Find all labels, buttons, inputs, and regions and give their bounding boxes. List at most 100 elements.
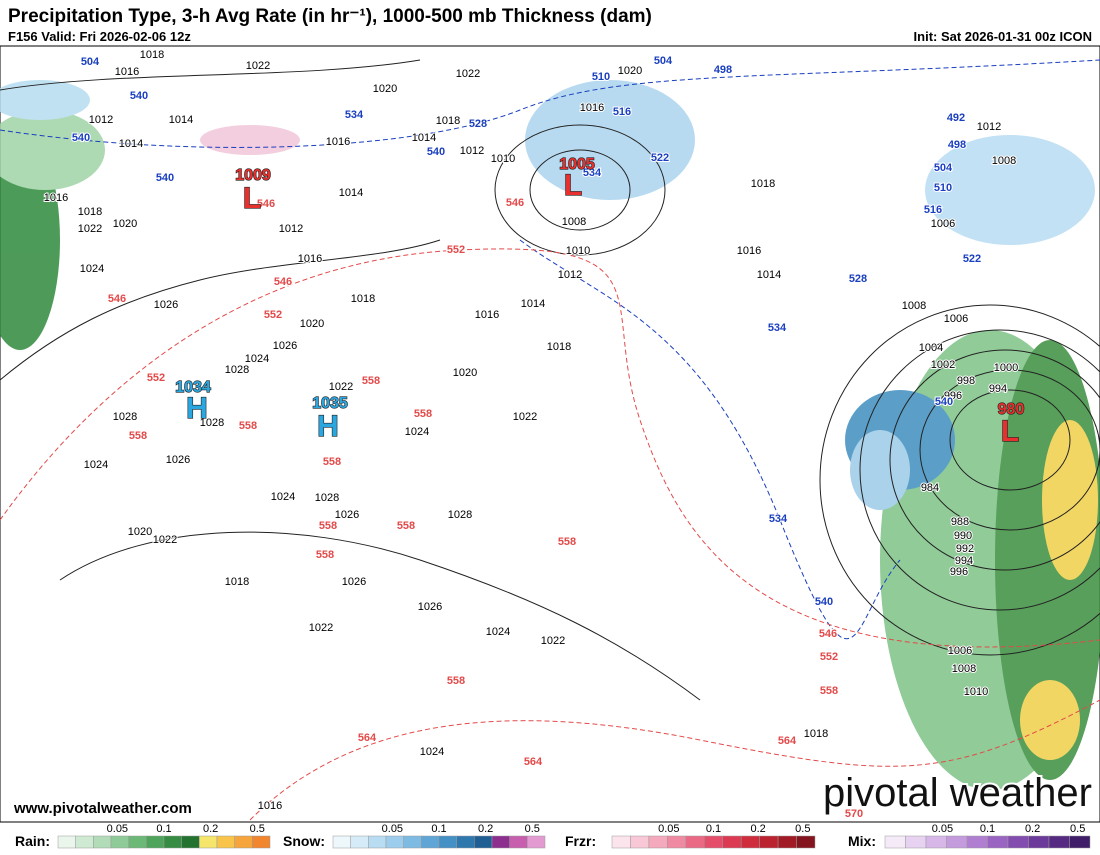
isobar-label: 1028 (113, 411, 137, 423)
isobar-label: 1012 (977, 121, 1001, 133)
thickness-line (249, 699, 1100, 821)
thickness-label: 564 (358, 732, 377, 744)
thickness-label: 504 (654, 55, 673, 67)
valid-time: F156 Valid: Fri 2026-02-06 12z (8, 29, 191, 44)
isobar-label: 996 (950, 566, 968, 578)
rain-area (1020, 680, 1080, 760)
isobar-label: 1024 (80, 263, 104, 275)
isobar-label: 1018 (225, 576, 249, 588)
legend-tick: 0.1 (431, 823, 446, 835)
snow-area (0, 80, 90, 120)
legend-swatch (438, 835, 457, 849)
legend-swatch (128, 835, 147, 849)
isobar-label: 988 (951, 516, 969, 528)
isobar-label: 1018 (140, 49, 164, 61)
legend-swatch (93, 835, 112, 849)
isobar-label: 1026 (335, 509, 359, 521)
isobar-label: 1018 (351, 293, 375, 305)
thickness-label: 546 (819, 628, 837, 640)
isobar-label: 1016 (298, 253, 322, 265)
mix-area (200, 125, 300, 155)
legend-swatch (648, 835, 668, 849)
isobar-label: 1014 (521, 298, 545, 310)
legend-swatch (1048, 835, 1070, 849)
isobar-label: 1026 (418, 601, 442, 613)
legend-swatch (1069, 835, 1091, 849)
isobar-label: 1012 (89, 114, 113, 126)
legend-swatch (987, 835, 1009, 849)
legend-swatch (925, 835, 947, 849)
legend-tick: 0.05 (658, 823, 679, 835)
isobar-label: 1028 (448, 509, 472, 521)
legend-tick: 0.05 (932, 823, 953, 835)
isobar-label: 996 (944, 390, 962, 402)
thickness-label: 564 (778, 735, 797, 747)
pressure-value: 1009 (235, 167, 271, 184)
isobar-label: 994 (955, 555, 973, 567)
legend-swatch (146, 835, 165, 849)
thickness-label: 558 (447, 675, 465, 687)
legend-swatch (252, 835, 271, 849)
isobar-label: 1008 (902, 300, 926, 312)
isobar-label: 1008 (992, 155, 1016, 167)
thickness-label: 546 (274, 276, 292, 288)
thickness-label: 492 (947, 112, 965, 124)
isobar-label: 1022 (78, 223, 102, 235)
isobar (494, 124, 666, 256)
isobar (529, 149, 631, 231)
title: Precipitation Type, 3-h Avg Rate (in hr⁻… (8, 6, 652, 27)
isobar-label: 1018 (78, 206, 102, 218)
isobar-label: 1026 (273, 340, 297, 352)
legend-swatch (456, 835, 475, 849)
isobar-label: 1024 (420, 746, 444, 758)
thickness-label: 552 (147, 372, 165, 384)
thickness-label: 540 (427, 146, 445, 158)
thickness-label: 534 (345, 109, 364, 121)
thickness-label: 516 (613, 106, 631, 118)
isobar-label: 994 (989, 383, 1007, 395)
pressure-letter: L (243, 182, 261, 215)
legend-swatch (181, 835, 200, 849)
thickness-label: 540 (156, 172, 174, 184)
isobar-label: 1008 (562, 216, 586, 228)
legend-swatch (796, 835, 816, 849)
thickness-line (0, 248, 1100, 648)
thickness-label: 558 (362, 375, 380, 387)
legend-swatch (199, 835, 218, 849)
legend-name: Frzr: (565, 833, 596, 849)
thickness-label: 546 (108, 293, 126, 305)
thickness-lines (0, 59, 1100, 821)
isobar (59, 531, 701, 701)
isobar-label: 1022 (456, 68, 480, 80)
legend-tick: 0.1 (980, 823, 995, 835)
thickness-label: 504 (934, 162, 953, 174)
thickness-label: 528 (849, 273, 867, 285)
isobar-label: 1022 (246, 60, 270, 72)
legend-swatch (403, 835, 422, 849)
thickness-label: 552 (820, 651, 838, 663)
pressure-value: 1035 (312, 395, 348, 412)
legend-swatch (1028, 835, 1050, 849)
thickness-line (0, 59, 1100, 148)
isobar-label: 1026 (342, 576, 366, 588)
thickness-label: 510 (934, 182, 952, 194)
legend-swatch (946, 835, 968, 849)
thickness-label: 498 (714, 64, 732, 76)
thickness-label: 564 (524, 756, 543, 768)
snow-area (925, 135, 1095, 245)
isobar-label: 1012 (460, 145, 484, 157)
legend-swatch (704, 835, 723, 849)
isobar-label: 1010 (566, 245, 590, 257)
isobar-label: 1022 (513, 411, 537, 423)
thickness-label: 528 (469, 118, 487, 130)
isobar-label: 1016 (737, 245, 761, 257)
isobar-label: 1004 (919, 342, 943, 354)
legend: Rain: 0.05 0.1 0.2 0.5 Snow: 0.05 0.1 0.2 0.5 Frzr… (15, 823, 1091, 849)
pressure-value: 1005 (559, 156, 595, 173)
legend-name: Snow: (283, 833, 325, 849)
legend-tick: 0.05 (107, 823, 128, 835)
isobar-label: 1018 (751, 178, 775, 190)
isobar-label: 1016 (580, 102, 604, 114)
